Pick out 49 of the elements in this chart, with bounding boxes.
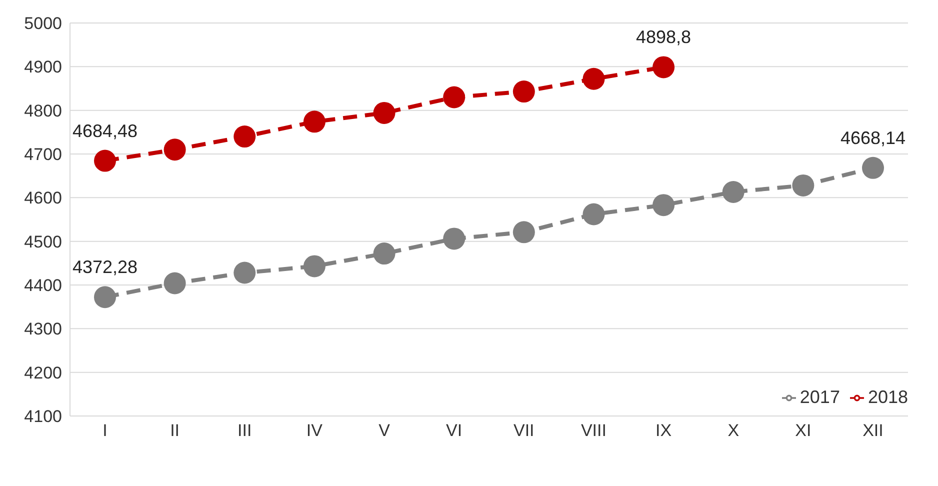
data-label: 4372,28	[72, 257, 138, 278]
y-tick-label: 5000	[24, 14, 62, 34]
y-tick-label: 4800	[24, 101, 62, 120]
legend-label: 2017	[800, 387, 840, 407]
y-tick-label: 4500	[24, 232, 62, 252]
y-tick-label: 4600	[24, 188, 62, 208]
point	[373, 102, 396, 124]
point	[582, 203, 605, 226]
point	[722, 180, 744, 203]
x-tick-label: I	[102, 421, 108, 440]
point	[792, 174, 814, 196]
point	[582, 68, 605, 90]
point	[303, 110, 326, 133]
point	[512, 80, 535, 103]
y-tick-label: 4200	[24, 363, 62, 382]
x-tick-label: VII	[514, 421, 534, 440]
legend-label: 2018	[868, 387, 908, 407]
point	[443, 228, 466, 250]
point	[94, 150, 116, 172]
point	[512, 221, 535, 244]
point	[862, 156, 884, 179]
x-tick-label: VIII	[580, 421, 606, 440]
x-tick-label: IX	[656, 421, 672, 440]
point	[164, 272, 186, 294]
point	[164, 138, 186, 161]
point	[234, 126, 256, 148]
x-tick-label: II	[170, 421, 180, 440]
x-tick-label: IV	[306, 421, 324, 440]
point	[373, 242, 396, 265]
x-tick-label: XII	[862, 421, 884, 440]
y-tick-label: 4900	[24, 58, 62, 77]
data-label: 4898,8	[636, 27, 692, 48]
point	[652, 56, 675, 78]
point	[443, 86, 466, 108]
data-label: 4684,48	[72, 120, 138, 141]
x-tick-label: III	[238, 421, 252, 440]
y-tick-label: 4300	[24, 320, 62, 339]
x-tick-label: XI	[795, 421, 812, 440]
y-tick-label: 4400	[24, 276, 62, 296]
point	[652, 194, 675, 216]
point	[94, 286, 116, 308]
point	[303, 255, 326, 278]
x-tick-label: X	[728, 421, 740, 440]
y-tick-label: 4100	[24, 407, 62, 426]
point	[234, 262, 256, 284]
x-tick-label: VI	[446, 421, 462, 440]
y-tick-label: 4700	[24, 145, 62, 164]
x-tick-label: V	[378, 421, 391, 440]
data-label: 4668,14	[840, 128, 906, 148]
